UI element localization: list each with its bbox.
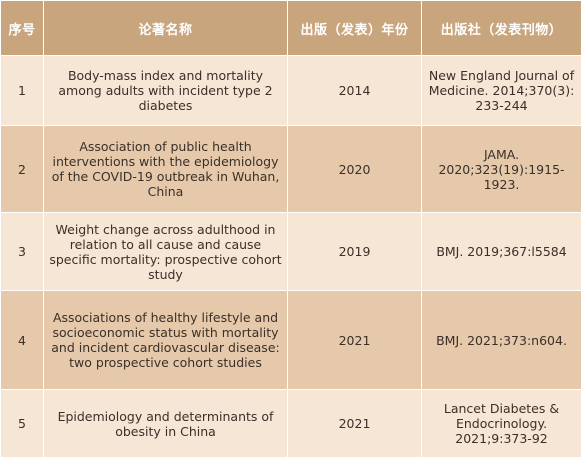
row-title: Association of public health interventio… <box>43 125 288 213</box>
row-no: 5 <box>0 389 44 458</box>
table-row: 5 Epidemiology and determinants of obesi… <box>0 389 581 458</box>
table-row: 3 Weight change across adulthood in rela… <box>0 212 581 291</box>
row-year: 2021 <box>287 290 422 390</box>
row-publisher: BMJ. 2021;373:n604. <box>421 290 581 390</box>
row-year: 2019 <box>287 212 422 291</box>
row-no: 1 <box>0 55 44 126</box>
row-year: 2021 <box>287 389 422 458</box>
row-no: 4 <box>0 290 44 390</box>
row-no: 3 <box>0 212 44 291</box>
row-publisher: New England Journal of Medicine. 2014;37… <box>421 55 581 126</box>
row-publisher: BMJ. 2019;367:l5584 <box>421 212 581 291</box>
row-year: 2020 <box>287 125 422 213</box>
table-header-row: 序号 论著名称 出版（发表）年份 出版社（发表刊物） <box>0 0 581 56</box>
row-year: 2014 <box>287 55 422 126</box>
header-publisher: 出版社（发表刊物） <box>421 0 581 56</box>
table-row: 2 Association of public health intervent… <box>0 125 581 213</box>
table-row: 4 Associations of healthy lifestyle and … <box>0 290 581 390</box>
row-publisher: Lancet Diabetes & Endocrinology. 2021;9:… <box>421 389 581 458</box>
header-no: 序号 <box>0 0 44 56</box>
row-title: Epidemiology and determinants of obesity… <box>43 389 288 458</box>
row-title: Weight change across adulthood in relati… <box>43 212 288 291</box>
header-year: 出版（发表）年份 <box>287 0 422 56</box>
row-publisher: JAMA. 2020;323(19):1915-1923. <box>421 125 581 213</box>
row-title: Body-mass index and mortality among adul… <box>43 55 288 126</box>
header-title: 论著名称 <box>43 0 288 56</box>
row-title: Associations of healthy lifestyle and so… <box>43 290 288 390</box>
row-no: 2 <box>0 125 44 213</box>
table-row: 1 Body-mass index and mortality among ad… <box>0 55 581 126</box>
